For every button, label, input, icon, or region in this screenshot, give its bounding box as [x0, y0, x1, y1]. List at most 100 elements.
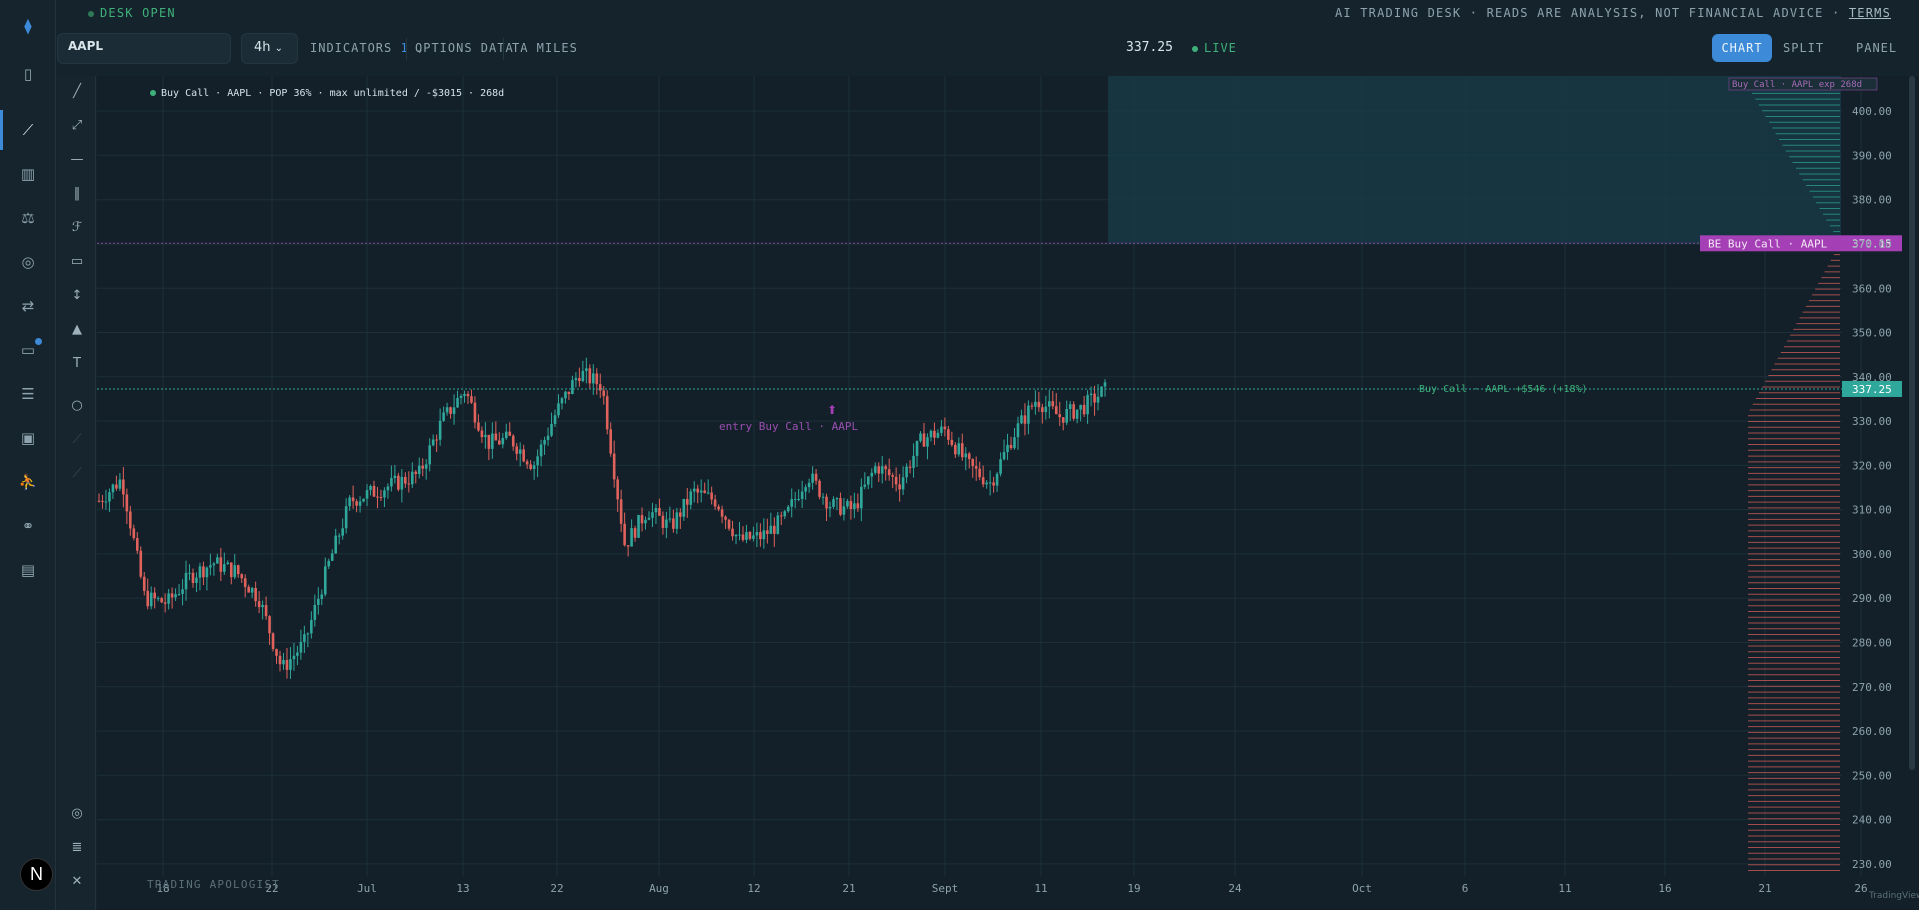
- trendline-tool-icon[interactable]: ╱: [73, 84, 81, 99]
- view-split-button[interactable]: SPLIT: [1783, 41, 1825, 55]
- profit-zone: [1108, 76, 1841, 244]
- candle: [654, 508, 658, 513]
- options-data-button[interactable]: OPTIONS DATA: [406, 38, 522, 60]
- candle: [626, 545, 630, 547]
- analytics-icon[interactable]: ▥: [20, 165, 36, 183]
- chart-scrollbar[interactable]: [1909, 76, 1915, 770]
- clear-drawings-icon[interactable]: ✕: [71, 874, 83, 889]
- candle: [783, 511, 787, 517]
- y-tick-label: 300.00: [1852, 548, 1892, 561]
- candle: [1058, 414, 1062, 418]
- candle: [800, 491, 804, 500]
- y-tick-label: 230.00: [1852, 858, 1892, 871]
- breakeven-label-bg: [1700, 235, 1842, 252]
- chart-line-icon[interactable]: ⟋: [22, 121, 34, 139]
- candle: [557, 403, 560, 416]
- x-tick-label: 19: [1127, 882, 1140, 895]
- horizontal-line-tool-icon[interactable]: —: [70, 152, 84, 167]
- candle: [1044, 406, 1048, 413]
- candle: [156, 598, 160, 600]
- chart-toolbar: AAPL 4h ⌄ INDICATORS 1 ⌄ OPTIONS DATA TA…: [56, 30, 1919, 70]
- candle: [463, 393, 466, 396]
- logo-icon[interactable]: ⧫: [24, 17, 32, 35]
- wallet-icon[interactable]: ▭: [20, 341, 36, 359]
- magnet-tool-icon[interactable]: ◎: [71, 806, 83, 821]
- triangle-tool-icon[interactable]: ▲: [72, 322, 82, 337]
- avatar[interactable]: N: [20, 858, 53, 891]
- vertical-line-tool-icon[interactable]: ‖: [73, 186, 81, 201]
- candle: [1079, 404, 1082, 410]
- fib-tool-icon[interactable]: ℱ: [71, 220, 83, 235]
- candle: [407, 483, 411, 485]
- candle: [428, 445, 431, 465]
- candle: [351, 497, 355, 502]
- breakeven-price-value: 370.15: [1852, 237, 1892, 250]
- candle: [598, 384, 602, 391]
- brush-tool-icon[interactable]: ⟋: [72, 466, 82, 481]
- ta-miles-button[interactable]: TA MILES: [503, 38, 586, 60]
- rail-active-indicator: [0, 110, 3, 150]
- candle: [825, 496, 828, 509]
- person-icon[interactable]: ⛹: [18, 473, 38, 491]
- view-chart-button[interactable]: CHART: [1712, 34, 1772, 62]
- x-tick-label: 13: [456, 882, 469, 895]
- candle: [355, 501, 358, 506]
- candle: [912, 455, 915, 468]
- candle: [689, 491, 693, 505]
- candle: [835, 498, 839, 500]
- candle: [919, 433, 922, 441]
- candle: [692, 488, 696, 492]
- terminal-icon[interactable]: ▣: [20, 429, 36, 447]
- card-icon[interactable]: ▤: [20, 561, 36, 579]
- journal-icon[interactable]: ☰: [21, 385, 35, 403]
- scale-icon[interactable]: ⚖: [21, 209, 35, 227]
- candle: [539, 444, 543, 457]
- candle: [501, 437, 505, 445]
- candle: [452, 407, 456, 414]
- candle: [247, 586, 250, 593]
- x-tick-label: 22: [265, 882, 278, 895]
- x-tick-label: 26: [1854, 882, 1867, 895]
- candle: [264, 604, 268, 617]
- candle: [1089, 393, 1093, 396]
- candle: [344, 506, 348, 529]
- path-tool-icon[interactable]: ⟋: [72, 432, 82, 447]
- indicators-button[interactable]: INDICATORS 1 ⌄: [302, 38, 431, 60]
- y-tick-label: 360.00: [1852, 282, 1892, 295]
- sidebar-toggle-icon[interactable]: ▯: [23, 65, 33, 83]
- candle: [786, 506, 790, 512]
- x-tick-label: 24: [1228, 882, 1242, 895]
- swap-icon[interactable]: ⇄: [21, 297, 35, 315]
- candle: [960, 443, 964, 458]
- candle: [804, 487, 807, 492]
- candle: [971, 459, 975, 467]
- view-panel-button[interactable]: PANEL: [1856, 41, 1898, 55]
- x-tick-label: Sept: [932, 882, 959, 895]
- breakeven-label: BE Buy Call · AAPL: [1708, 237, 1828, 250]
- price-chart[interactable]: BE Buy Call · AAPL 370.15 Buy Call · AAPL …: [97, 76, 1919, 910]
- candle: [198, 566, 202, 578]
- symbol-input[interactable]: AAPL: [57, 33, 231, 64]
- candle: [292, 655, 296, 660]
- terms-link[interactable]: TERMS: [1848, 6, 1891, 20]
- candle: [470, 396, 473, 403]
- text-tool-icon[interactable]: T: [73, 356, 81, 371]
- x-tick-label: 11: [1558, 882, 1571, 895]
- candle: [567, 391, 571, 394]
- candle: [602, 390, 606, 397]
- rectangle-tool-icon[interactable]: ▭: [70, 254, 84, 269]
- left-nav-rail: ⧫ ▯ ⟋ ▥ ⚖ ◎ ⇄ ▭ ☰ ▣ ⛹ ⚭ ▤ N: [0, 0, 56, 910]
- layers-tool-icon[interactable]: ≣: [71, 840, 83, 855]
- candle: [282, 660, 285, 665]
- circle-tool-icon[interactable]: ○: [71, 398, 83, 413]
- measure-tool-icon[interactable]: ↕: [71, 288, 83, 303]
- candle: [776, 515, 780, 534]
- interval-select[interactable]: 4h ⌄: [241, 33, 298, 64]
- gauge-icon[interactable]: ◎: [21, 253, 35, 271]
- candle: [115, 484, 118, 489]
- candle: [720, 509, 724, 517]
- link-icon[interactable]: ⚭: [21, 517, 35, 535]
- candle: [679, 512, 682, 517]
- ray-tool-icon[interactable]: ⤢: [71, 118, 83, 133]
- candle: [842, 506, 846, 515]
